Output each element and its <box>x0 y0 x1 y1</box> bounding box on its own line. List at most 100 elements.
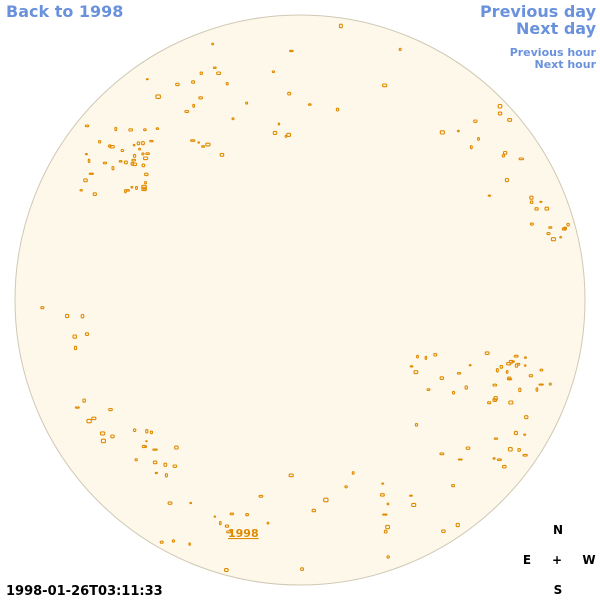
contour <box>224 568 229 573</box>
contour <box>288 473 294 478</box>
previous-day-link[interactable]: Previous day <box>480 2 597 21</box>
contour <box>487 194 492 197</box>
contour <box>426 388 431 391</box>
previous-hour-link[interactable]: Previous hour <box>510 46 597 59</box>
contour <box>386 555 390 559</box>
contour <box>219 152 225 157</box>
contour <box>164 473 168 478</box>
contour <box>484 351 490 355</box>
contour <box>245 513 250 517</box>
contour <box>231 117 235 121</box>
contour <box>155 127 160 130</box>
contour <box>216 71 222 76</box>
contour <box>413 370 419 375</box>
contour <box>524 356 527 360</box>
contour <box>226 530 232 534</box>
contour <box>184 109 190 113</box>
contour <box>300 567 305 571</box>
contour <box>381 482 385 485</box>
contour <box>92 192 97 197</box>
contour <box>141 152 145 156</box>
contour <box>501 154 506 158</box>
contour <box>128 128 134 132</box>
contour <box>497 103 503 109</box>
contour <box>433 353 438 357</box>
contour <box>286 132 292 137</box>
contour <box>414 423 419 427</box>
contour <box>501 464 507 469</box>
contour <box>323 497 329 503</box>
contour <box>84 152 88 156</box>
contour <box>411 502 417 508</box>
contour <box>152 460 158 465</box>
contour <box>159 540 164 544</box>
contour <box>559 235 562 239</box>
contour <box>539 368 544 372</box>
contour <box>130 185 134 189</box>
contour <box>224 524 230 528</box>
contour <box>473 119 478 123</box>
contour <box>507 376 512 381</box>
contour <box>197 141 201 144</box>
contour <box>456 129 460 133</box>
contour <box>145 78 149 81</box>
contour <box>141 163 146 168</box>
contour <box>174 445 179 450</box>
contour <box>409 365 414 368</box>
contour <box>382 83 388 88</box>
contour <box>517 448 521 452</box>
contour <box>563 226 567 230</box>
contour <box>134 458 138 462</box>
contour <box>152 448 158 451</box>
contour <box>163 462 168 467</box>
contour <box>114 126 118 132</box>
contour <box>213 515 217 518</box>
contour <box>189 501 193 505</box>
contour <box>379 493 385 497</box>
contour <box>80 313 85 319</box>
contour <box>98 140 102 144</box>
back-link[interactable]: Back to 1998 <box>6 2 123 21</box>
contour <box>546 232 551 236</box>
contour <box>192 103 196 108</box>
contour <box>469 145 473 150</box>
contour <box>277 122 281 126</box>
contour <box>344 485 348 489</box>
contour <box>141 140 145 146</box>
contour <box>477 137 480 141</box>
year-link[interactable]: 1998 <box>228 527 259 540</box>
contour <box>74 406 80 409</box>
contour <box>464 385 468 390</box>
contour <box>198 96 204 100</box>
next-day-link[interactable]: Next day <box>516 19 597 38</box>
contour <box>451 390 456 395</box>
contour <box>201 145 206 148</box>
compass-east: E <box>523 553 531 567</box>
contour <box>529 200 534 205</box>
contour <box>386 502 390 506</box>
compass-center: + <box>552 553 562 567</box>
contour <box>505 369 509 374</box>
contour <box>523 364 527 367</box>
contour <box>88 172 94 175</box>
contour <box>487 401 492 405</box>
contour <box>110 434 115 439</box>
contour <box>497 111 503 116</box>
contour <box>544 206 550 211</box>
contour <box>502 150 508 155</box>
contour <box>118 160 123 163</box>
contour <box>132 162 138 167</box>
contour <box>79 188 83 192</box>
next-hour-link[interactable]: Next hour <box>535 58 597 71</box>
contour <box>131 158 137 162</box>
contour <box>534 207 539 211</box>
contour <box>335 107 340 112</box>
contour <box>86 418 92 424</box>
contour <box>87 158 91 164</box>
contour <box>188 542 191 546</box>
contour <box>513 354 519 358</box>
contour <box>493 437 499 440</box>
contour <box>154 471 158 475</box>
contour <box>271 70 276 74</box>
